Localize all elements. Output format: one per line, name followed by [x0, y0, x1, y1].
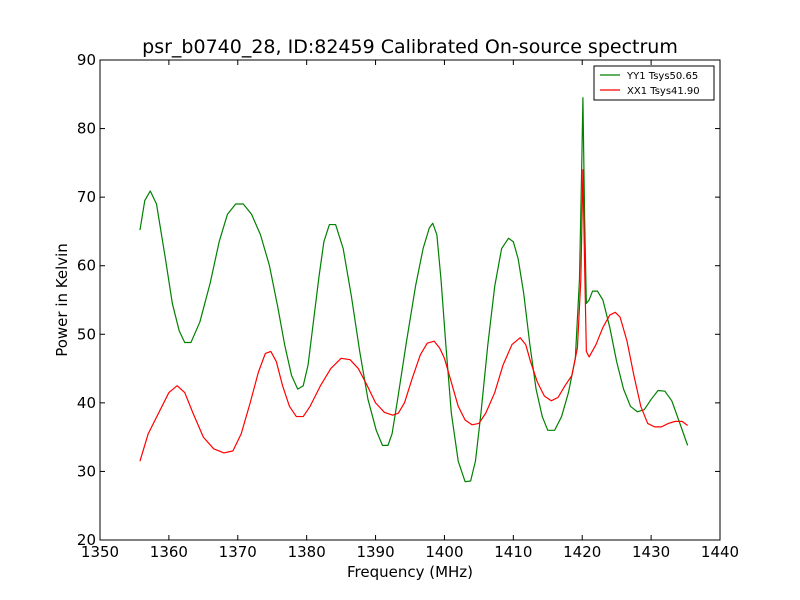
y-tick-label: 80	[77, 120, 96, 138]
y-tick-label: 40	[77, 394, 96, 412]
x-tick-label: 1410	[494, 543, 532, 561]
x-tick-label: 1370	[219, 543, 257, 561]
y-tick-label: 20	[77, 531, 96, 549]
chart-title: psr_b0740_28, ID:82459 Calibrated On-sou…	[142, 36, 678, 58]
legend: YY1 Tsys50.65 XX1 Tsys41.90	[593, 65, 715, 101]
x-axis-label: Frequency (MHz)	[347, 563, 473, 581]
x-tick-label: 1430	[632, 543, 670, 561]
x-tick-label: 1360	[150, 543, 188, 561]
x-tick-label: 1390	[356, 543, 394, 561]
x-tick-label: 1400	[425, 543, 463, 561]
series-layer	[139, 97, 689, 483]
legend-label-2: XX1 Tsys41.90	[627, 86, 700, 97]
plot-frame	[99, 59, 721, 541]
x-tick-label: 1440	[701, 543, 739, 561]
x-tick-label: 1350	[81, 543, 119, 561]
legend-label-1: YY1 Tsys50.65	[626, 71, 698, 82]
series-line-2	[139, 169, 688, 462]
plot-area: 1350 1360 1370 1380 1390 1400 1410 1420 1430 1440…	[77, 51, 739, 561]
ticks-layer: 1350 1360 1370 1380 1390 1400 1410 1420 1430 1440…	[77, 51, 739, 561]
x-tick-label: 1380	[288, 543, 326, 561]
series-line-1	[139, 97, 689, 483]
y-tick-label: 30	[77, 462, 96, 480]
y-axis-label: Power in Kelvin	[53, 243, 71, 357]
y-tick-label: 60	[77, 257, 96, 275]
legend-box	[593, 65, 715, 101]
x-tick-label: 1420	[563, 543, 601, 561]
y-tick-label: 50	[77, 325, 96, 343]
y-tick-label: 90	[77, 51, 96, 69]
y-tick-label: 70	[77, 188, 96, 206]
